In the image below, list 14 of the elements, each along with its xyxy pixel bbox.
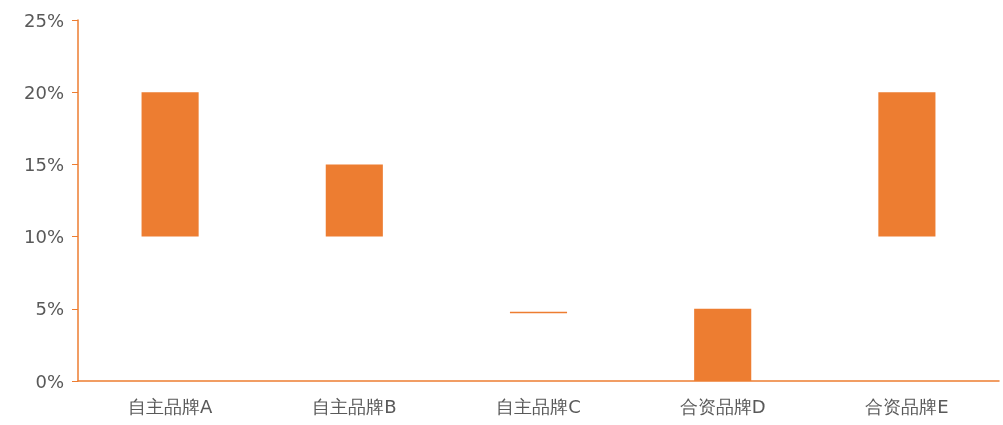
x-tick-label: 自主品牌A bbox=[127, 395, 213, 417]
bar bbox=[325, 164, 383, 237]
y-tick-label: 10% bbox=[23, 226, 64, 248]
y-tick-label: 15% bbox=[23, 153, 64, 175]
bar bbox=[141, 92, 199, 237]
x-tick-label: 自主品牌B bbox=[312, 395, 397, 417]
bar bbox=[878, 92, 936, 237]
y-tick-label: 25% bbox=[23, 9, 64, 31]
y-tick-label: 20% bbox=[23, 81, 64, 103]
x-tick-label: 合资品牌D bbox=[679, 395, 766, 417]
x-tick-label: 合资品牌E bbox=[865, 395, 949, 417]
y-tick-label: 0% bbox=[35, 370, 64, 392]
y-tick-label: 5% bbox=[35, 298, 64, 320]
x-tick-label: 自主品牌C bbox=[496, 395, 581, 417]
